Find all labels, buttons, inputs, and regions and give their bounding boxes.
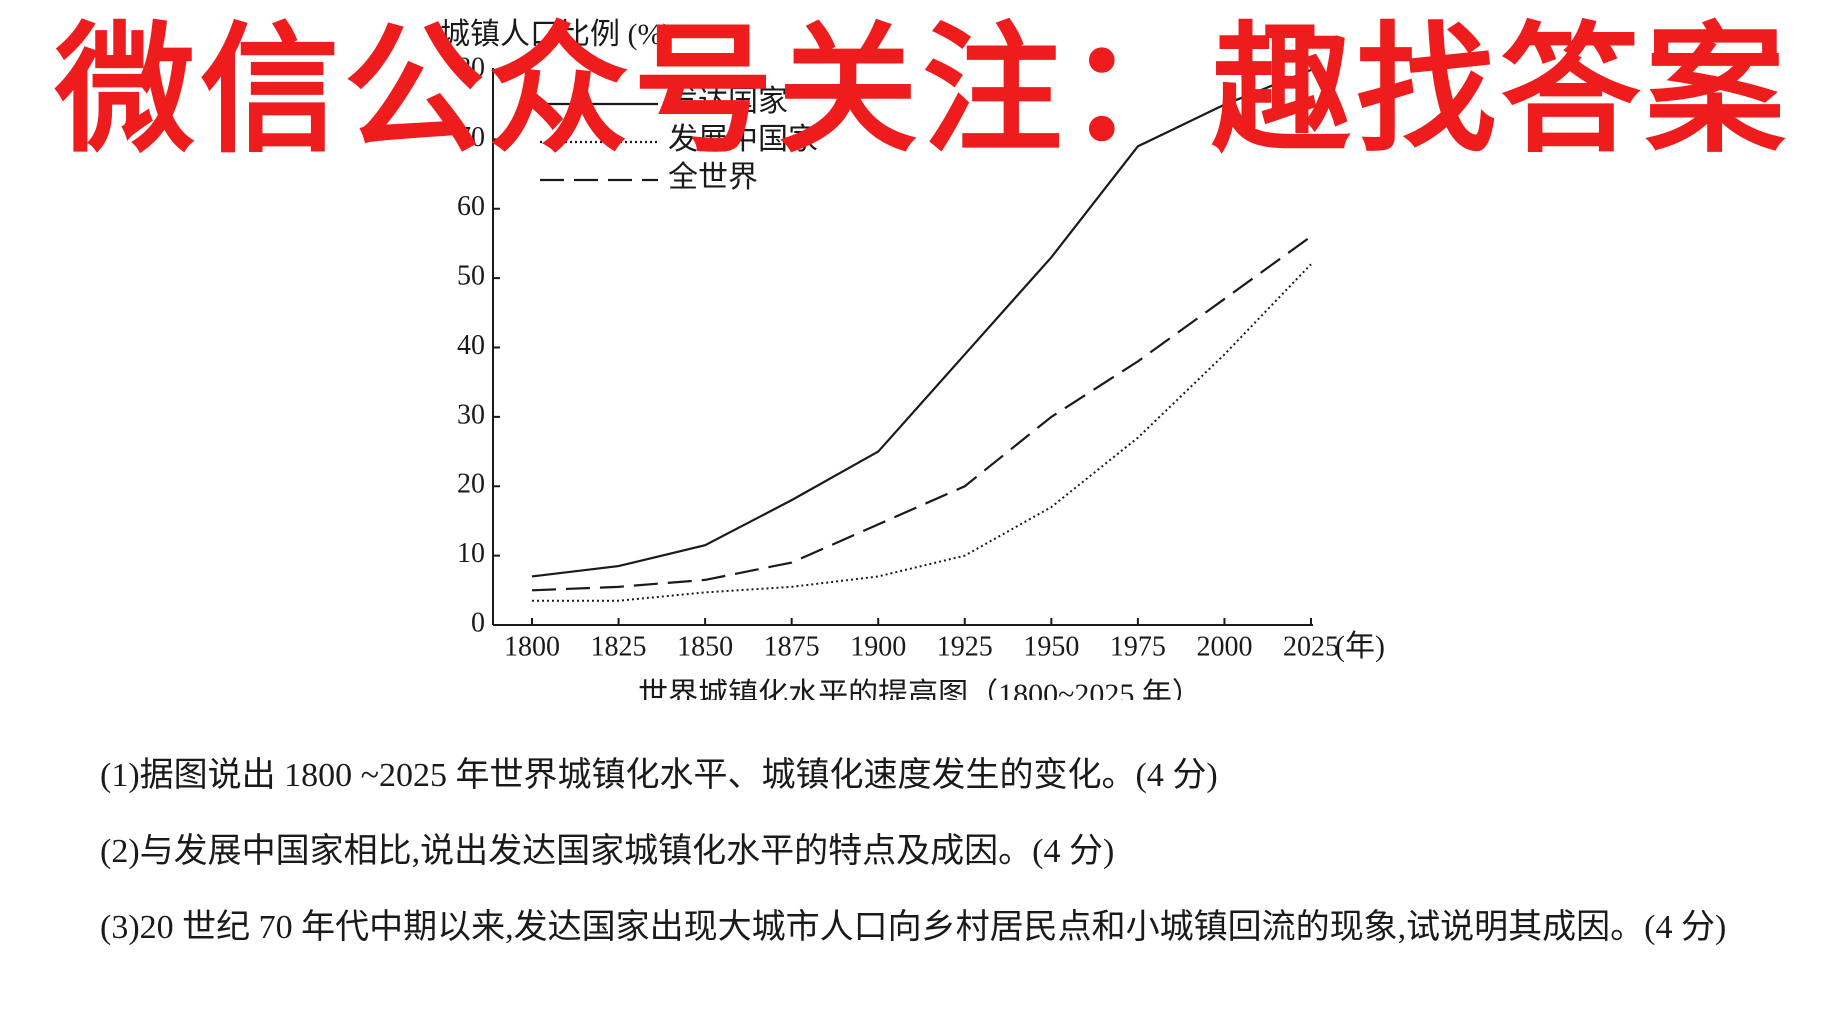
y-tick-label: 40 bbox=[457, 330, 485, 361]
watermark: 微信公众号关注：趣找答案 bbox=[54, 10, 1786, 173]
y-tick-label: 50 bbox=[457, 261, 485, 292]
x-tick-label: 1950 bbox=[1023, 631, 1079, 662]
question: (1)据图说出 1800 ~2025 年世界城镇化水平、城镇化速度发生的变化。(… bbox=[100, 757, 1218, 794]
question: (2)与发展中国家相比,说出发达国家城镇化水平的特点及成因。(4 分) bbox=[100, 833, 1115, 870]
series-line bbox=[531, 235, 1312, 592]
x-axis-label: (年) bbox=[1335, 630, 1385, 663]
chart: 城镇人口比例 (%) (年) 世界城镇化水平的提高图（1800~2025 年） … bbox=[440, 18, 1385, 700]
y-tick-label: 70 bbox=[457, 122, 485, 153]
x-tick-label: 1875 bbox=[764, 631, 820, 662]
x-tick-label: 2000 bbox=[1196, 631, 1252, 662]
x-tick-label: 1850 bbox=[677, 631, 733, 662]
x-tick-label: 1825 bbox=[591, 631, 647, 662]
legend-label: 发达国家 bbox=[668, 85, 788, 118]
legend-label: 全世界 bbox=[668, 161, 758, 194]
x-tick-label: 1925 bbox=[937, 631, 993, 662]
y-axis-label: 城镇人口比例 (%) bbox=[440, 18, 672, 51]
legend-label: 发展中国家 bbox=[668, 123, 818, 156]
watermark-layer: 微信公众号关注：趣找答案 bbox=[54, 10, 1786, 173]
question: (3)20 世纪 70 年代中期以来,发达国家出现大城市人口向乡村居民点和小城镇… bbox=[100, 909, 1727, 946]
y-tick-label: 0 bbox=[471, 607, 485, 638]
chart-title: 世界城镇化水平的提高图（1800~2025 年） bbox=[638, 678, 1202, 700]
x-tick-label: 1800 bbox=[504, 631, 560, 662]
y-tick-label: 10 bbox=[457, 538, 485, 569]
y-tick-label: 80 bbox=[457, 52, 485, 83]
series-line bbox=[531, 68, 1312, 578]
y-tick-label: 30 bbox=[457, 399, 485, 430]
series-line bbox=[532, 263, 1312, 602]
y-tick-label: 60 bbox=[457, 191, 485, 222]
y-tick-label: 20 bbox=[457, 469, 485, 500]
x-tick-label: 2025 bbox=[1283, 631, 1339, 662]
x-tick-label: 1975 bbox=[1110, 631, 1166, 662]
x-tick-label: 1900 bbox=[850, 631, 906, 662]
